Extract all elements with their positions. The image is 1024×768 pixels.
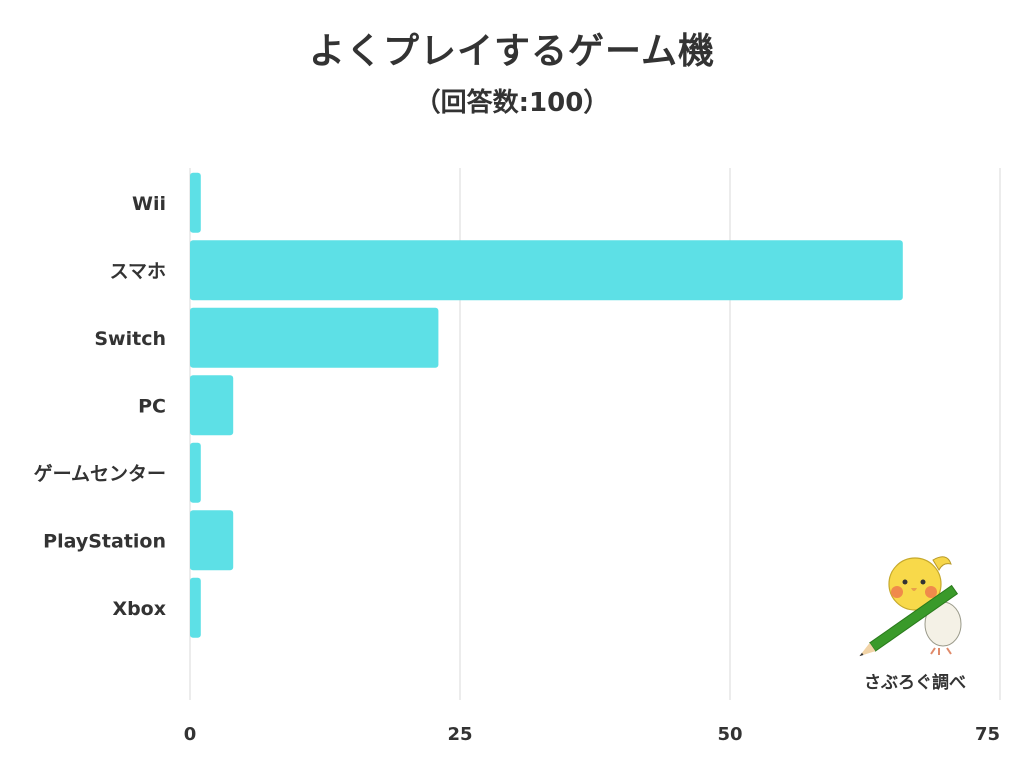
category-label: Switch xyxy=(94,328,166,350)
category-label: スマホ xyxy=(110,260,166,282)
bar xyxy=(190,172,201,233)
category-label: PC xyxy=(138,395,166,417)
category-label: PlayStation xyxy=(43,530,166,552)
x-tick-label: 50 xyxy=(717,724,742,745)
bar xyxy=(190,442,201,503)
bar xyxy=(190,510,234,571)
bar xyxy=(190,375,234,436)
bar xyxy=(190,307,439,368)
credit-label: さぶろぐ調べ xyxy=(864,673,966,693)
bar xyxy=(190,577,201,638)
category-label: Xbox xyxy=(112,598,166,620)
x-tick-label: 25 xyxy=(447,724,472,745)
x-tick-label: 0 xyxy=(184,724,197,745)
bar xyxy=(190,240,903,301)
bird-with-pencil-icon xyxy=(859,556,962,657)
chart-title: よくプレイするゲーム機 xyxy=(309,31,715,72)
chart-subtitle: （回答数:100） xyxy=(414,88,610,118)
category-label: ゲームセンター xyxy=(34,463,166,485)
x-tick-label: 75 xyxy=(975,724,1000,745)
category-label: Wii xyxy=(132,193,166,215)
